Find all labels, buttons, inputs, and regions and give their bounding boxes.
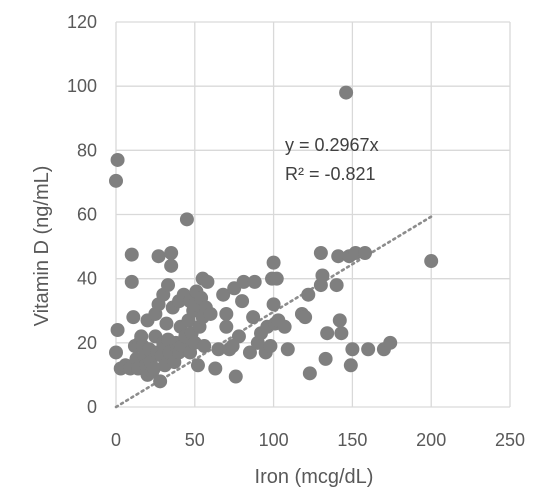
y-tick-label: 20: [77, 333, 97, 353]
r-squared-label: R² = -0.821: [285, 164, 376, 184]
x-axis-tick-labels: 0 50 100 150 200 250: [111, 430, 525, 450]
data-point: [242, 345, 257, 360]
y-tick-label: 80: [77, 140, 97, 160]
data-point: [159, 316, 174, 331]
data-point: [228, 369, 243, 384]
data-point: [200, 274, 215, 289]
data-point: [151, 249, 166, 264]
data-point: [334, 326, 349, 341]
data-point: [208, 361, 223, 376]
data-point: [298, 310, 313, 325]
trendline-layer: [114, 215, 433, 409]
data-point: [235, 294, 250, 309]
data-point: [124, 274, 139, 289]
data-point: [424, 254, 439, 269]
data-point: [339, 85, 354, 100]
x-tick-label: 150: [337, 430, 367, 450]
x-tick-label: 0: [111, 430, 121, 450]
data-point: [161, 278, 176, 293]
data-point: [219, 306, 234, 321]
data-point: [383, 335, 398, 350]
gridlines: [115, 21, 511, 408]
y-tick-label: 40: [77, 269, 97, 289]
data-point: [203, 306, 218, 321]
x-tick-label: 200: [416, 430, 446, 450]
x-tick-label: 50: [185, 430, 205, 450]
data-point: [246, 310, 261, 325]
x-tick-label: 100: [259, 430, 289, 450]
data-point: [332, 313, 347, 328]
data-point: [110, 323, 125, 337]
data-point: [164, 258, 179, 273]
data-point: [318, 351, 333, 366]
data-point: [266, 297, 281, 312]
data-points: [109, 85, 439, 389]
data-point: [329, 278, 344, 293]
y-tick-label: 0: [87, 397, 97, 417]
data-point: [124, 247, 139, 262]
data-point: [211, 342, 226, 357]
data-point: [361, 342, 376, 357]
data-point: [146, 361, 161, 376]
data-point: [216, 287, 231, 302]
data-point: [320, 326, 335, 341]
y-tick-label: 60: [77, 205, 97, 225]
y-axis-tick-labels: 0 20 40 60 80 100 120: [67, 12, 97, 417]
data-point: [236, 274, 251, 289]
data-point: [219, 319, 234, 334]
data-point: [280, 342, 295, 357]
data-point: [277, 319, 292, 334]
data-point: [197, 339, 212, 354]
data-point: [263, 339, 278, 354]
data-point: [313, 246, 328, 260]
data-point: [179, 212, 194, 227]
data-point: [315, 268, 330, 283]
data-point: [331, 249, 346, 264]
data-point: [343, 358, 358, 373]
data-point: [153, 374, 168, 389]
y-tick-label: 100: [67, 76, 97, 96]
data-point: [345, 342, 360, 357]
data-point: [109, 345, 123, 360]
data-point: [247, 274, 262, 289]
trendline: [114, 215, 433, 409]
data-point: [126, 310, 141, 325]
data-point: [110, 152, 125, 167]
x-tick-label: 250: [495, 430, 525, 450]
trendline-equation: y = 0.2967x: [285, 135, 379, 155]
data-point: [190, 358, 205, 373]
data-point: [301, 287, 316, 302]
data-point: [302, 366, 317, 381]
data-point: [358, 246, 373, 260]
x-axis-title: Iron (mcg/dL): [255, 466, 374, 488]
data-point: [231, 329, 246, 344]
data-point: [269, 271, 284, 286]
data-point: [164, 246, 179, 260]
data-point: [266, 255, 281, 270]
y-axis-title: Vitamin D (ng/mL): [31, 166, 53, 327]
y-tick-label: 120: [67, 12, 97, 32]
data-point: [109, 173, 123, 188]
